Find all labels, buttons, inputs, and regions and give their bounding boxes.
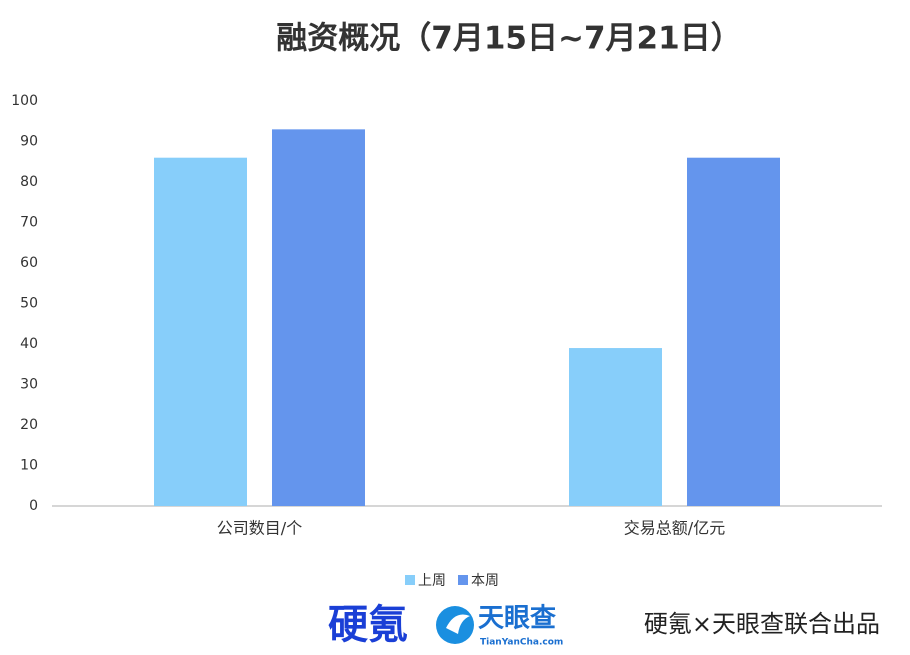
y-tick-label: 40 bbox=[20, 336, 38, 352]
bar bbox=[687, 157, 780, 506]
y-tick-label: 20 bbox=[20, 417, 38, 433]
y-tick-label: 30 bbox=[20, 377, 38, 393]
y-tick-label: 50 bbox=[20, 296, 38, 312]
credit: 硬氪×天眼查联合出品 bbox=[644, 610, 880, 638]
x-tick-label: 公司数目/个 bbox=[217, 519, 302, 538]
legend-swatch bbox=[405, 575, 415, 585]
logo-text: 天眼查 bbox=[478, 604, 556, 634]
y-tick-label: 10 bbox=[20, 458, 38, 474]
y-tick-label: 60 bbox=[20, 255, 38, 271]
y-tick-label: 100 bbox=[11, 93, 38, 109]
bar bbox=[272, 129, 365, 506]
legend-label: 上周 bbox=[418, 573, 446, 589]
bar bbox=[154, 157, 247, 506]
logo-swoosh bbox=[446, 614, 470, 634]
logo-text: 硬氪 bbox=[328, 602, 408, 648]
logo-url: TianYanCha.com bbox=[480, 638, 563, 648]
logo-icon bbox=[436, 606, 474, 644]
chart-title: 融资概况（7月15日~7月21日） bbox=[276, 21, 741, 57]
y-tick-label: 80 bbox=[20, 174, 38, 190]
y-tick-label: 0 bbox=[29, 498, 38, 514]
legend-label: 本周 bbox=[471, 573, 499, 589]
legend: 上周 本周 bbox=[405, 573, 499, 589]
bar bbox=[569, 348, 662, 506]
y-tick-label: 90 bbox=[20, 134, 38, 150]
legend-swatch bbox=[458, 575, 468, 585]
x-tick-label: 交易总额/亿元 bbox=[624, 519, 725, 538]
y-tick-label: 70 bbox=[20, 215, 38, 231]
